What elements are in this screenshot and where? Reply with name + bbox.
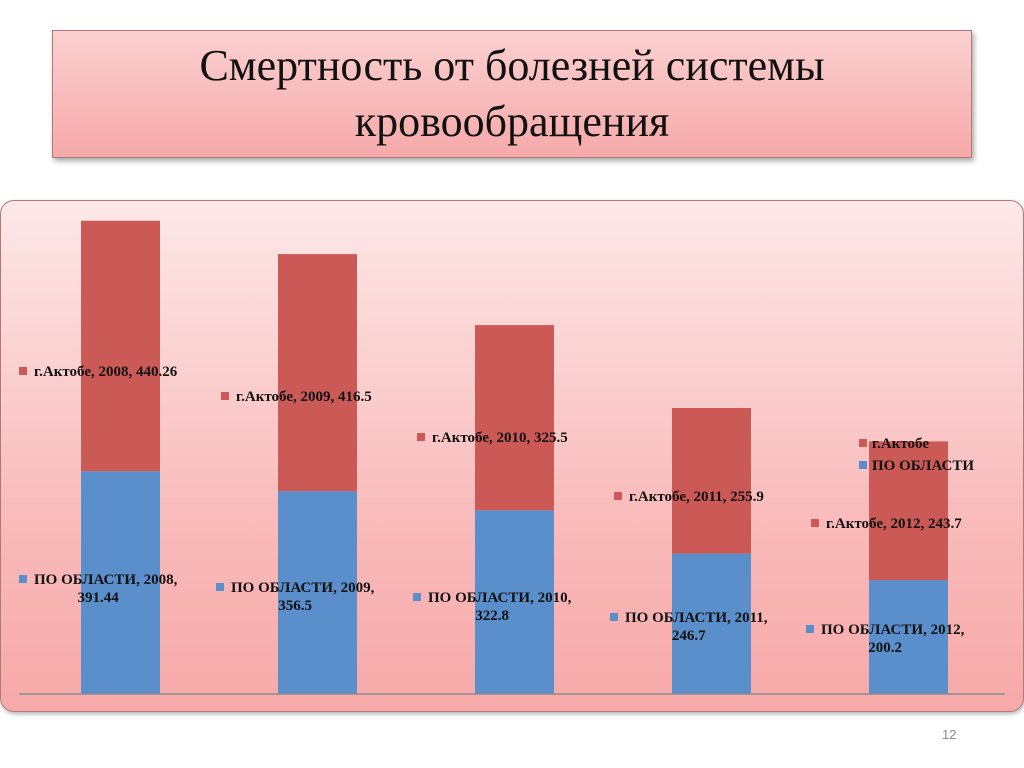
bar-region-2012 <box>869 580 948 694</box>
series-marker-icon <box>417 433 425 441</box>
bar-region-2011 <box>672 553 751 694</box>
slide-title: Смертность от болезней системы кровообра… <box>199 41 825 146</box>
data-label-region-2009: ПО ОБЛАСТИ, 2009, 356.5 <box>216 579 374 615</box>
series-marker-icon <box>614 492 622 500</box>
series-marker-icon <box>610 613 618 621</box>
data-label-city-2011: г.Актобе, 2011, 255.9 <box>614 488 764 506</box>
bar-region-2010 <box>475 510 554 694</box>
bar-city-2011 <box>672 407 751 554</box>
series-marker-icon <box>216 583 224 591</box>
data-label-region-2011: ПО ОБЛАСТИ, 2011, 246.7 <box>610 609 768 645</box>
bar-city-2009 <box>278 254 357 492</box>
bar-region-2008 <box>81 471 160 694</box>
legend-item-city: г.Актобе <box>859 433 974 455</box>
bar-city-2008 <box>81 220 160 472</box>
page-number: 12 <box>942 727 957 742</box>
series-marker-icon <box>413 593 421 601</box>
series-marker-icon <box>221 392 229 400</box>
title-box: Смертность от болезней системы кровообра… <box>52 30 972 158</box>
bar-city-2010 <box>475 325 554 511</box>
data-label-region-2012: ПО ОБЛАСТИ, 2012, 200.2 <box>806 621 964 657</box>
legend-marker-icon <box>859 439 867 447</box>
chart-legend: г.Актобе ПО ОБЛАСТИ <box>859 433 974 477</box>
series-marker-icon <box>19 367 27 375</box>
series-marker-icon <box>811 519 819 527</box>
legend-marker-icon <box>859 461 867 469</box>
data-label-city-2012: г.Актобе, 2012, 243.7 <box>811 515 962 533</box>
data-label-city-2009: г.Актобе, 2009, 416.5 <box>221 388 372 406</box>
series-marker-icon <box>806 625 814 633</box>
bar-city-2012 <box>869 441 948 581</box>
stacked-bar-chart <box>19 220 1005 695</box>
data-label-region-2008: ПО ОБЛАСТИ, 2008, 391.44 <box>19 571 177 607</box>
data-label-city-2010: г.Актобе, 2010, 325.5 <box>417 429 568 447</box>
bar-region-2009 <box>278 491 357 694</box>
series-marker-icon <box>19 575 27 583</box>
legend-item-region: ПО ОБЛАСТИ <box>859 455 974 477</box>
data-label-city-2008: г.Актобе, 2008, 440.26 <box>19 363 177 381</box>
data-label-region-2010: ПО ОБЛАСТИ, 2010, 322.8 <box>413 589 571 625</box>
chart-area: г.Актобе, 2008, 440.26 г.Актобе, 2009, 4… <box>0 200 1024 712</box>
